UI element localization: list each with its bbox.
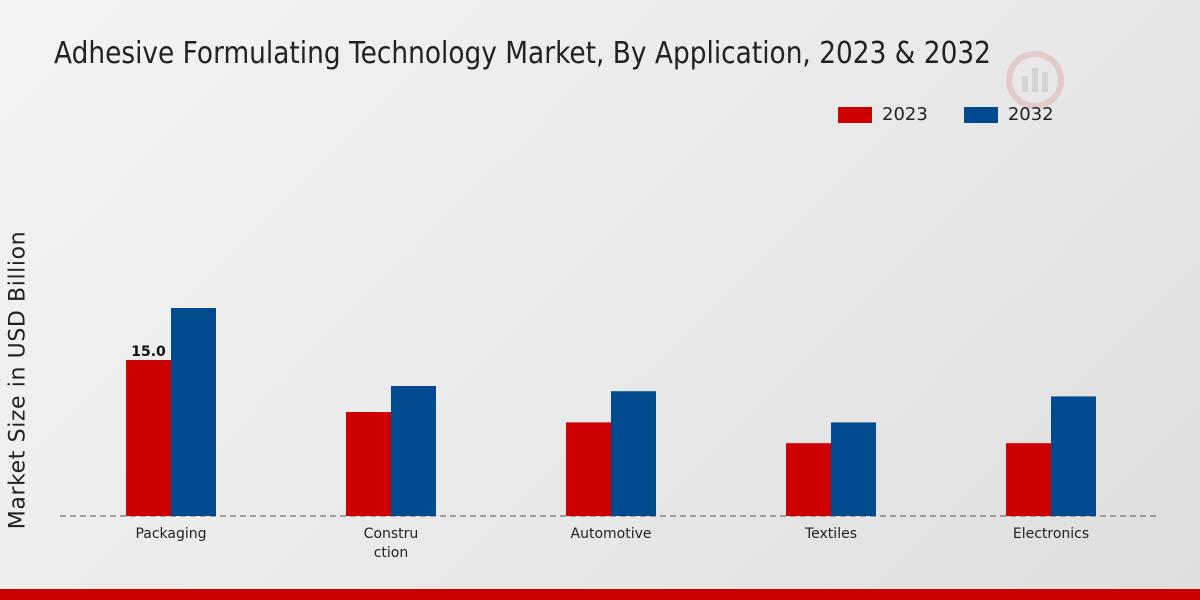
- legend-label-2023: 2023: [882, 104, 928, 125]
- bar-2032-textiles: [831, 422, 876, 516]
- watermark-logo-icon: [1006, 51, 1064, 109]
- legend-swatch-2032: [963, 106, 998, 123]
- data-label: 15.0: [131, 344, 166, 360]
- x-tick-label: Electronics: [1013, 526, 1089, 542]
- bar-2032-automotive: [611, 391, 656, 516]
- x-tick-label: Constru ction: [364, 526, 419, 561]
- legend-item-2023: 2023: [838, 104, 928, 125]
- x-tick-label: Packaging: [135, 526, 206, 542]
- bar-2032-construction: [391, 386, 436, 516]
- chart-legend: 2023 2032: [838, 104, 1054, 125]
- bar-2023-automotive: [566, 422, 611, 516]
- bar-2032-electronics: [1051, 396, 1096, 516]
- legend-item-2032: 2032: [963, 104, 1054, 125]
- x-tick-label: Textiles: [804, 526, 857, 542]
- legend-label-2032: 2032: [1007, 104, 1054, 125]
- bar-2023-textiles: [786, 443, 831, 516]
- bar-2032-packaging: [171, 308, 216, 516]
- legend-swatch-2023: [838, 106, 872, 123]
- chart-title: Adhesive Formulating Technology Market, …: [54, 36, 991, 71]
- bar-2023-packaging: [126, 360, 171, 516]
- bar-2023-electronics: [1006, 443, 1051, 516]
- footer-bar: [0, 589, 1200, 600]
- bar-2023-construction: [346, 412, 391, 516]
- x-tick-label: Automotive: [571, 526, 652, 542]
